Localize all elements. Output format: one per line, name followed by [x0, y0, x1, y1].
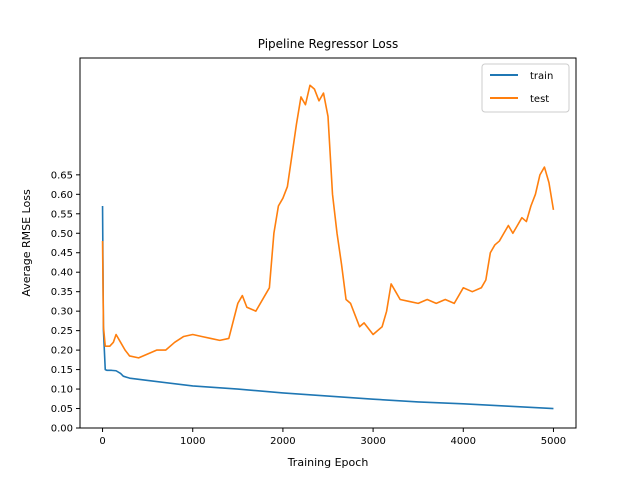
plot-frame	[79, 57, 577, 429]
y-tick-label: 0.65	[51, 170, 73, 181]
y-tick-label: 0.05	[51, 404, 73, 415]
y-tick-label: 0.45	[51, 248, 73, 259]
x-tick-label: 4000	[451, 436, 476, 447]
y-tick-label: 0.35	[51, 287, 73, 298]
y-tick-label: 0.50	[51, 229, 73, 240]
x-tick-label: 2000	[270, 436, 295, 447]
x-tick-label: 3000	[360, 436, 385, 447]
x-axis: 0 1000 2000 3000 4000 5000	[99, 428, 566, 447]
legend-test-label: test	[530, 94, 549, 105]
legend-box	[481, 63, 570, 113]
series-line-test	[101, 84, 555, 359]
y-tick-label: 0.15	[51, 365, 73, 376]
y-tick-label: 0.00	[51, 424, 73, 435]
y-tick-label: 0.40	[51, 268, 73, 279]
x-axis-title: Training Epoch	[287, 456, 369, 469]
y-axis: 0.00 0.05 0.10 0.15 0.20 0.25 0.30 0.35 0.40 0.45…	[51, 170, 80, 435]
chart-title: Pipeline Regressor Loss	[258, 37, 399, 51]
x-tick-label: 1000	[180, 436, 205, 447]
y-axis-title: Average RMSE Loss	[20, 189, 33, 297]
x-tick-label: 0	[99, 436, 105, 447]
y-tick-label: 0.30	[51, 307, 73, 318]
y-tick-label: 0.60	[51, 190, 73, 201]
y-tick-label: 0.20	[51, 346, 73, 357]
y-tick-label: 0.10	[51, 385, 73, 396]
y-tick-label: 0.25	[51, 326, 73, 337]
series-line-train	[101, 205, 554, 410]
legend-train-label: train	[530, 71, 553, 82]
x-tick-label: 5000	[541, 436, 566, 447]
y-tick-label: 0.55	[51, 209, 73, 220]
legend: train test	[481, 63, 570, 113]
